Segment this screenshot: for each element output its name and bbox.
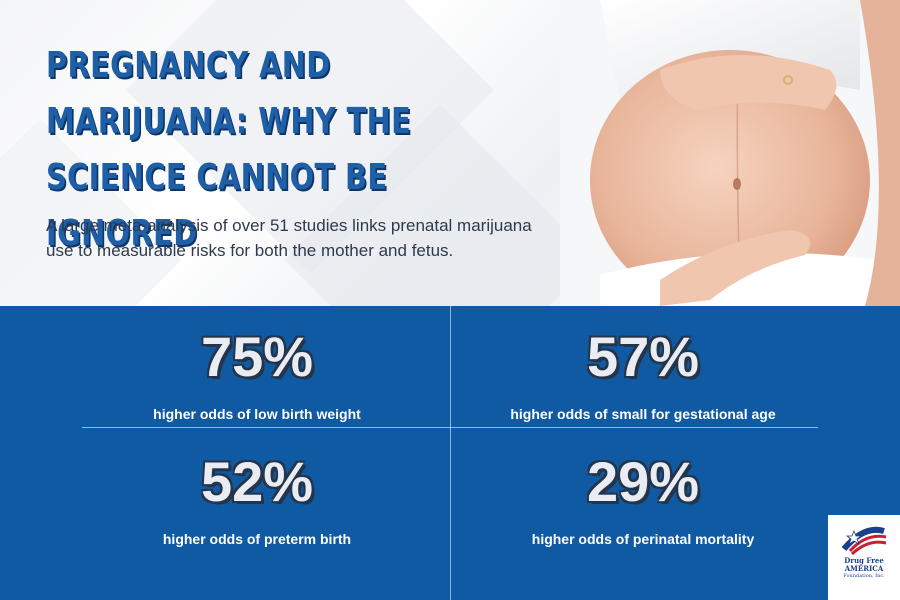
stat-perinatal-mortality: 29% higher odds of perinatal mortality <box>443 450 843 548</box>
stat-value: 29% <box>586 450 700 513</box>
stat-label: higher odds of preterm birth <box>162 531 352 547</box>
stat-small-for-gestational-age: 57% higher odds of small for gestational… <box>443 325 843 423</box>
stat-label: higher odds of small for gestational age <box>510 406 776 422</box>
stat-value: 75% <box>200 325 314 388</box>
drug-free-america-logo: Drug Free AMERICA Foundation, Inc. <box>828 515 900 600</box>
stat-label: higher odds of perinatal mortality <box>531 531 755 547</box>
stat-low-birth-weight: 75% higher odds of low birth weight <box>57 325 457 423</box>
pregnant-belly-photo <box>560 0 900 306</box>
american-flag-star-icon <box>841 526 887 556</box>
stat-label: higher odds of low birth weight <box>153 406 361 422</box>
logo-line: Drug Free <box>844 556 884 565</box>
logo-line: Foundation, Inc. <box>843 573 885 579</box>
horizontal-divider <box>82 427 818 428</box>
stat-value: 52% <box>200 450 314 513</box>
page-title: PREGNANCY AND MARIJUANA: WHY THE SCIENCE… <box>46 45 412 254</box>
vertical-divider <box>450 306 451 600</box>
stat-value: 57% <box>586 325 700 388</box>
hero-section: PREGNANCY AND MARIJUANA: WHY THE SCIENCE… <box>0 0 900 306</box>
stats-panel: 75% higher odds of low birth weight 57% … <box>0 306 900 600</box>
stat-preterm-birth: 52% higher odds of preterm birth <box>57 450 457 548</box>
logo-line: AMERICA <box>844 564 884 573</box>
page-subtitle: A large meta-analysis of over 51 studies… <box>46 216 532 260</box>
